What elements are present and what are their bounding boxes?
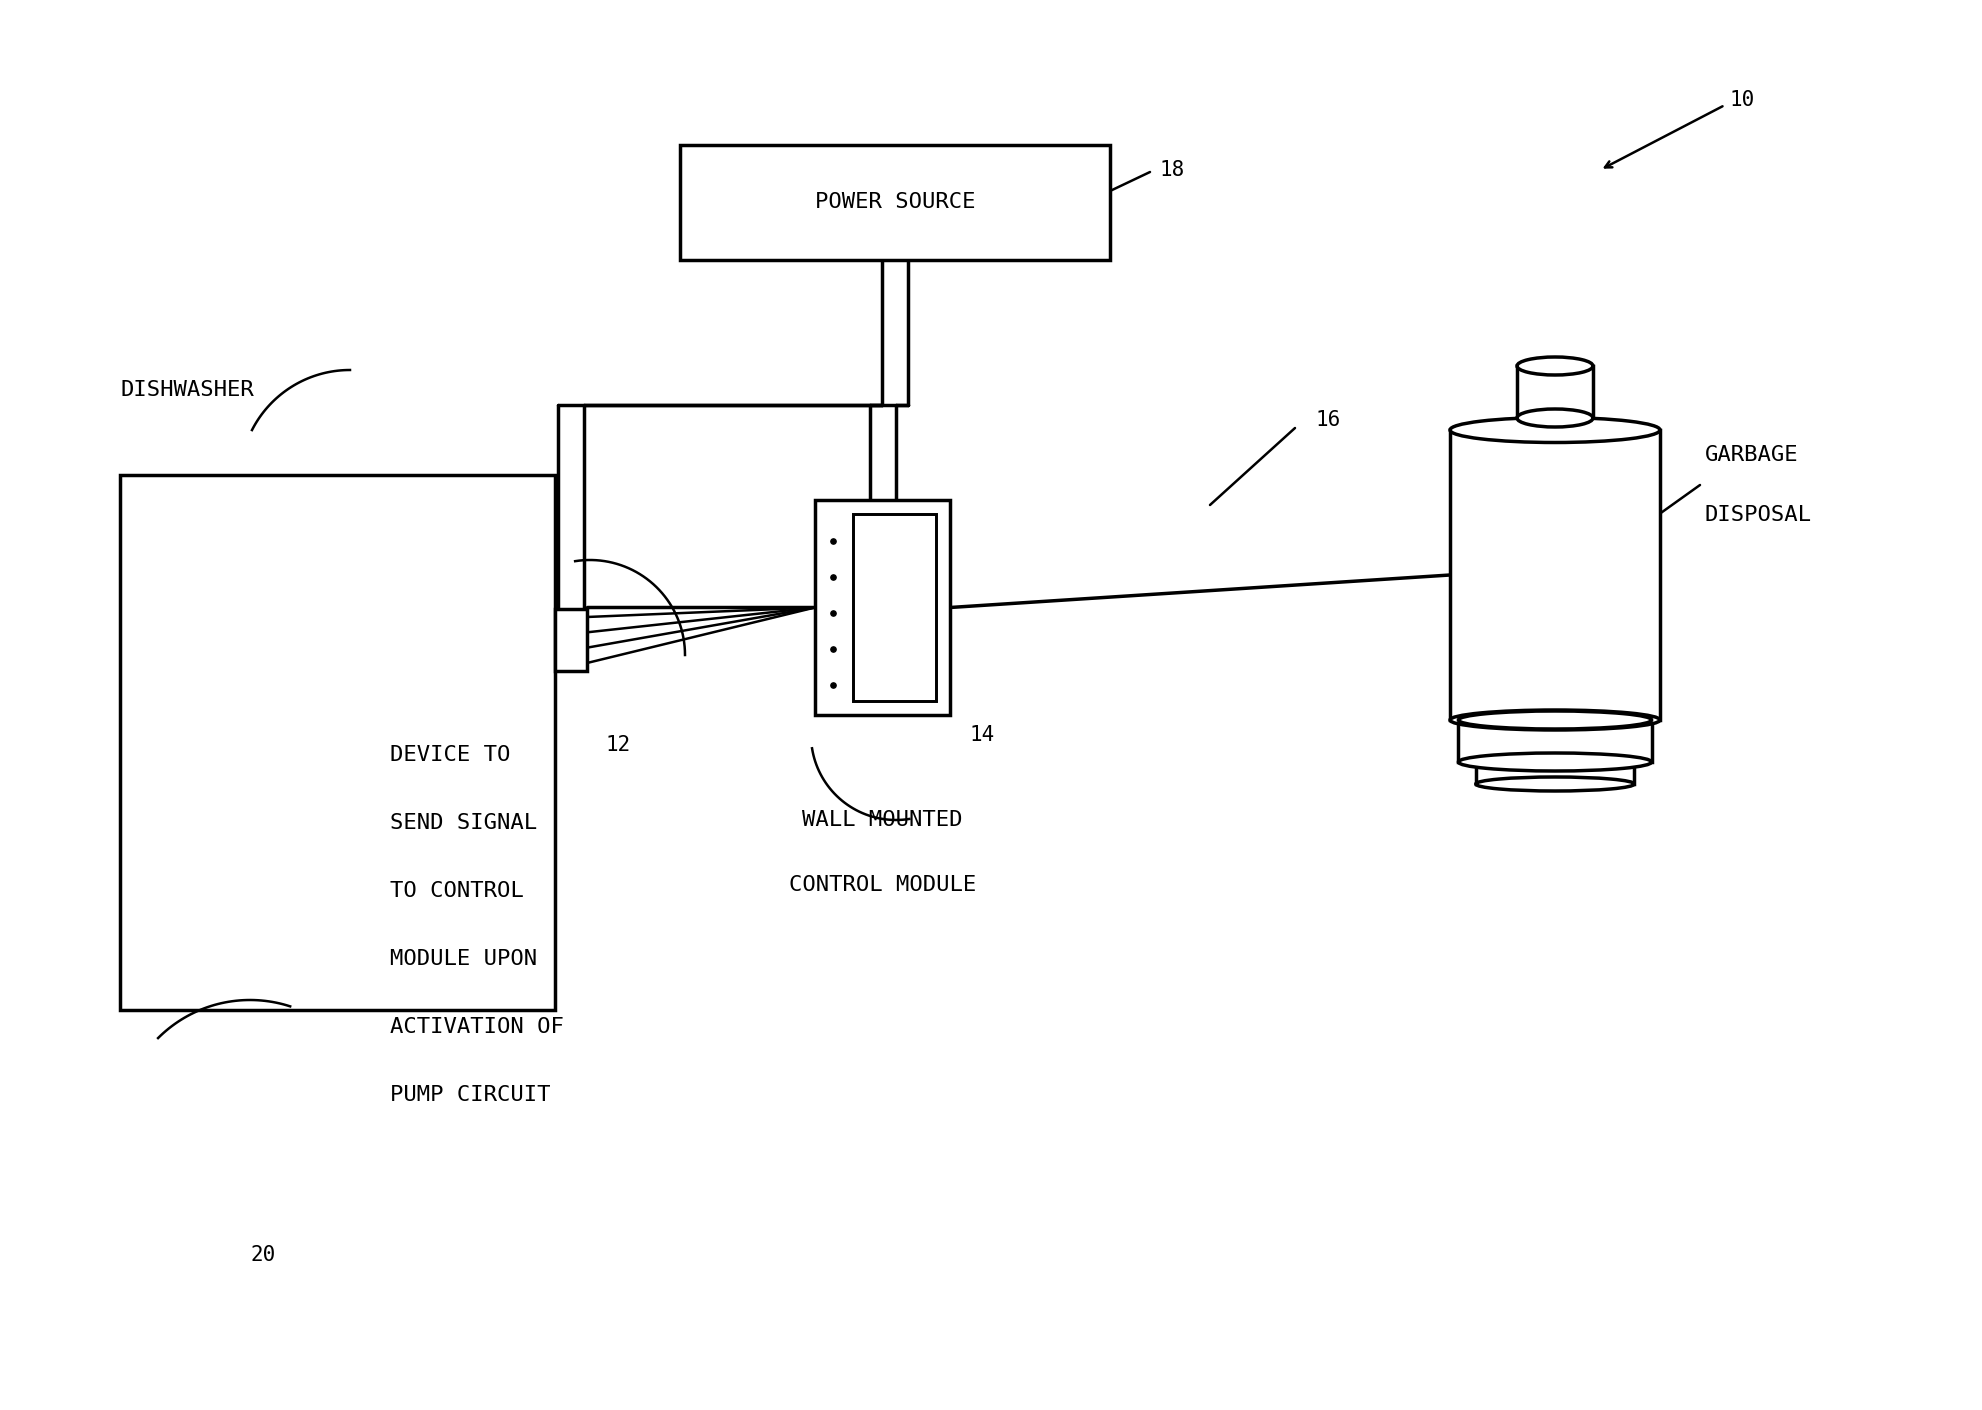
Bar (1477, 761, 1635, 784)
Text: PUMP CIRCUIT: PUMP CIRCUIT (390, 1086, 551, 1105)
Bar (852, 515, 936, 701)
Text: 10: 10 (1730, 90, 1756, 110)
Text: DEVICE TO: DEVICE TO (390, 744, 511, 766)
Text: MODULE UPON: MODULE UPON (390, 949, 537, 969)
Ellipse shape (1516, 357, 1594, 375)
Text: ACTIVATION OF: ACTIVATION OF (390, 1017, 563, 1036)
Bar (1459, 721, 1651, 761)
Text: WALL MOUNTED: WALL MOUNTED (803, 809, 963, 830)
Text: 12: 12 (605, 735, 630, 754)
Text: TO CONTROL: TO CONTROL (390, 881, 523, 901)
Text: DISHWASHER: DISHWASHER (121, 381, 254, 400)
Text: 14: 14 (969, 725, 995, 744)
Text: POWER SOURCE: POWER SOURCE (815, 193, 975, 213)
Ellipse shape (1477, 777, 1635, 791)
Bar (555, 609, 587, 671)
Bar (1516, 367, 1594, 417)
Ellipse shape (1451, 711, 1661, 730)
Ellipse shape (1459, 711, 1651, 729)
Text: DISPOSAL: DISPOSAL (1705, 505, 1812, 525)
Text: 18: 18 (1159, 159, 1185, 180)
Text: CONTROL MODULE: CONTROL MODULE (789, 876, 975, 895)
Text: 20: 20 (250, 1245, 275, 1265)
Bar (680, 145, 1110, 259)
Text: SEND SIGNAL: SEND SIGNAL (390, 814, 537, 833)
Ellipse shape (1516, 409, 1594, 427)
Bar (1451, 430, 1661, 721)
Ellipse shape (1459, 753, 1651, 771)
Ellipse shape (1451, 417, 1661, 443)
Text: GARBAGE: GARBAGE (1705, 446, 1798, 465)
Text: 16: 16 (1314, 410, 1340, 430)
Bar (121, 475, 555, 1010)
Bar (815, 501, 949, 715)
